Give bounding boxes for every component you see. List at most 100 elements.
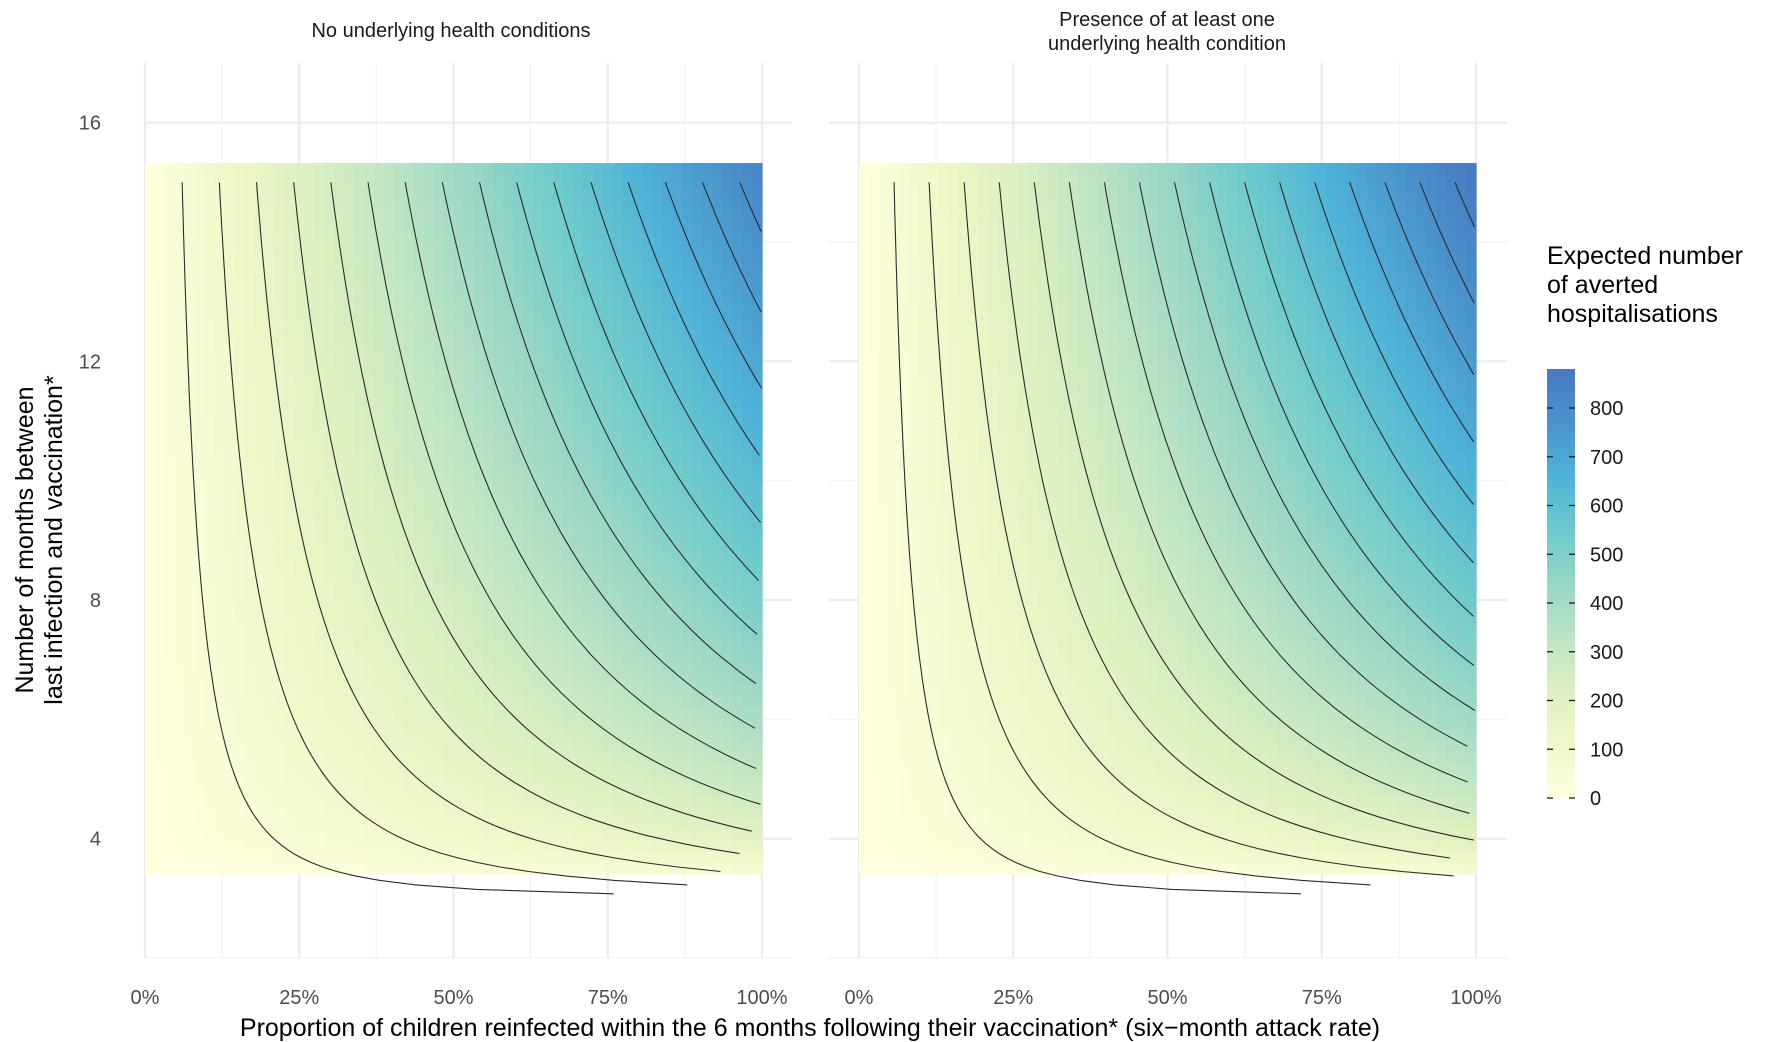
heatmap-cell — [533, 351, 544, 364]
heatmap-cell — [752, 251, 763, 264]
heatmap-cell — [184, 207, 196, 220]
heatmap-cell — [523, 374, 534, 386]
heatmap-cell — [304, 518, 315, 531]
heatmap-cell — [145, 296, 156, 309]
heatmap-cell — [473, 496, 484, 508]
heatmap-cell — [523, 618, 534, 631]
heatmap-cell — [702, 407, 713, 420]
heatmap-cell — [622, 707, 634, 720]
heatmap-cell — [878, 851, 890, 864]
heatmap-cell — [652, 518, 664, 531]
heatmap-cell — [752, 351, 763, 364]
heatmap-cell — [403, 629, 415, 642]
heatmap-cell — [732, 240, 743, 253]
heatmap-cell — [523, 418, 534, 431]
heatmap-cell — [174, 551, 186, 564]
heatmap-cell — [254, 851, 266, 864]
heatmap-cell — [908, 285, 920, 297]
heatmap-cell — [553, 685, 564, 697]
heatmap-cell — [154, 218, 166, 231]
heatmap-cell — [712, 262, 723, 275]
heatmap-cell — [592, 207, 604, 220]
heatmap-cell — [682, 674, 693, 686]
heatmap-cell — [543, 640, 554, 653]
heatmap-cell — [513, 751, 524, 764]
heatmap-cell — [582, 262, 594, 275]
heatmap-cell — [752, 662, 763, 675]
heatmap-cell — [712, 240, 723, 253]
heatmap-cell — [314, 496, 325, 508]
heatmap-cell — [533, 385, 544, 397]
heatmap-cell — [294, 451, 305, 464]
heatmap-cell — [145, 551, 156, 564]
heatmap-cell — [403, 529, 415, 542]
heatmap-cell — [742, 596, 753, 608]
heatmap-cell — [642, 207, 654, 220]
heatmap-cell — [672, 185, 683, 197]
heatmap-cell — [562, 251, 574, 264]
heatmap-cell — [888, 796, 900, 808]
heatmap-cell — [433, 751, 445, 764]
heatmap-cell — [373, 718, 385, 731]
heatmap-cell — [443, 518, 455, 531]
heatmap-cell — [672, 296, 683, 309]
heatmap-cell — [334, 462, 345, 475]
heatmap-cell — [463, 496, 474, 508]
heatmap-cell — [204, 396, 216, 409]
heatmap-cell — [244, 796, 256, 808]
heatmap-cell — [174, 751, 186, 764]
heatmap-cell — [878, 507, 890, 520]
heatmap-cell — [888, 729, 900, 742]
heatmap-cell — [344, 585, 355, 597]
heatmap-cell — [712, 196, 723, 209]
heatmap-cell — [582, 329, 594, 342]
heatmap-cell — [888, 329, 900, 342]
heatmap-cell — [214, 551, 226, 564]
heatmap-cell — [294, 618, 305, 631]
heatmap-cell — [752, 640, 763, 653]
heatmap-cell — [334, 274, 345, 286]
heatmap-cell — [513, 451, 524, 464]
heatmap-cell — [244, 429, 256, 442]
heatmap-cell — [702, 340, 713, 353]
heatmap-cell — [868, 674, 880, 686]
heatmap-cell — [453, 707, 465, 720]
heatmap-cell — [562, 296, 574, 309]
heatmap-cell — [403, 407, 415, 420]
heatmap-cell — [642, 785, 654, 797]
heatmap-cell — [592, 629, 604, 642]
heatmap-cell — [324, 462, 335, 475]
heatmap-cell — [928, 351, 940, 364]
heatmap-cell — [632, 629, 644, 642]
heatmap-cell — [463, 774, 474, 786]
heatmap-cell — [324, 674, 335, 686]
heatmap-cell — [314, 340, 325, 353]
heatmap-cell — [294, 285, 305, 297]
heatmap-cell — [373, 751, 385, 764]
heatmap-cell — [334, 229, 345, 242]
heatmap-cell — [344, 685, 355, 697]
heatmap-cell — [662, 207, 674, 220]
heatmap-cell — [682, 751, 693, 764]
heatmap-cell — [383, 407, 395, 420]
heatmap-cell — [334, 762, 345, 775]
heatmap-cell — [224, 396, 236, 409]
heatmap-cell — [174, 640, 186, 653]
heatmap-cell — [244, 262, 256, 275]
heatmap-cell — [373, 829, 385, 842]
heatmap-cell — [752, 174, 763, 186]
heatmap-cell — [998, 240, 1009, 253]
heatmap-cell — [732, 774, 743, 786]
heatmap-cell — [523, 740, 534, 753]
heatmap-cell — [938, 618, 950, 631]
heatmap-cell — [145, 707, 156, 720]
heatmap-cell — [988, 840, 999, 853]
heatmap-cell — [722, 685, 733, 697]
heatmap-cell — [938, 307, 950, 320]
heatmap-cell — [383, 596, 395, 608]
heatmap-cell — [214, 285, 226, 297]
heatmap-cell — [353, 174, 365, 186]
heatmap-cell — [274, 474, 285, 486]
heatmap-cell — [662, 496, 674, 508]
